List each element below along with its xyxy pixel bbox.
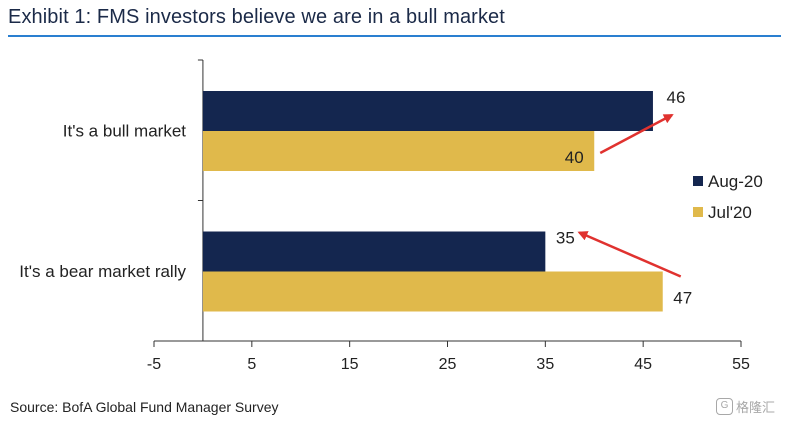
source-note: Source: BofA Global Fund Manager Survey xyxy=(10,399,279,415)
legend-label: Jul'20 xyxy=(708,203,752,222)
watermark-logo-icon: G xyxy=(716,398,733,415)
x-tick-label: -5 xyxy=(147,356,161,373)
annotation-arrow xyxy=(577,231,682,278)
bar-jul-20 xyxy=(202,271,663,312)
title-divider xyxy=(8,35,781,37)
x-tick-label: 5 xyxy=(247,356,256,373)
legend-swatch xyxy=(693,207,703,217)
bar-aug-20 xyxy=(202,91,653,131)
bar-jul-20 xyxy=(202,131,595,171)
category-label: It's a bull market xyxy=(63,121,187,140)
x-tick-label: 15 xyxy=(341,356,359,373)
annotation-arrow xyxy=(599,113,674,155)
data-label: 46 xyxy=(666,88,685,107)
watermark: G 格隆汇 xyxy=(716,397,775,416)
x-tick-label: 45 xyxy=(634,356,652,373)
data-label: 40 xyxy=(565,148,584,167)
chart-title: Exhibit 1: FMS investors believe we are … xyxy=(8,6,505,28)
x-tick-label: 25 xyxy=(439,356,457,373)
x-tick-label: 55 xyxy=(732,356,750,373)
data-label: 47 xyxy=(673,289,692,308)
data-label: 35 xyxy=(556,229,575,248)
bar-aug-20 xyxy=(202,231,546,272)
legend-swatch xyxy=(693,176,703,186)
category-label: It's a bear market rally xyxy=(19,262,186,281)
watermark-text: 格隆汇 xyxy=(736,400,776,415)
x-tick-label: 35 xyxy=(536,356,554,373)
legend-label: Aug-20 xyxy=(708,172,763,191)
